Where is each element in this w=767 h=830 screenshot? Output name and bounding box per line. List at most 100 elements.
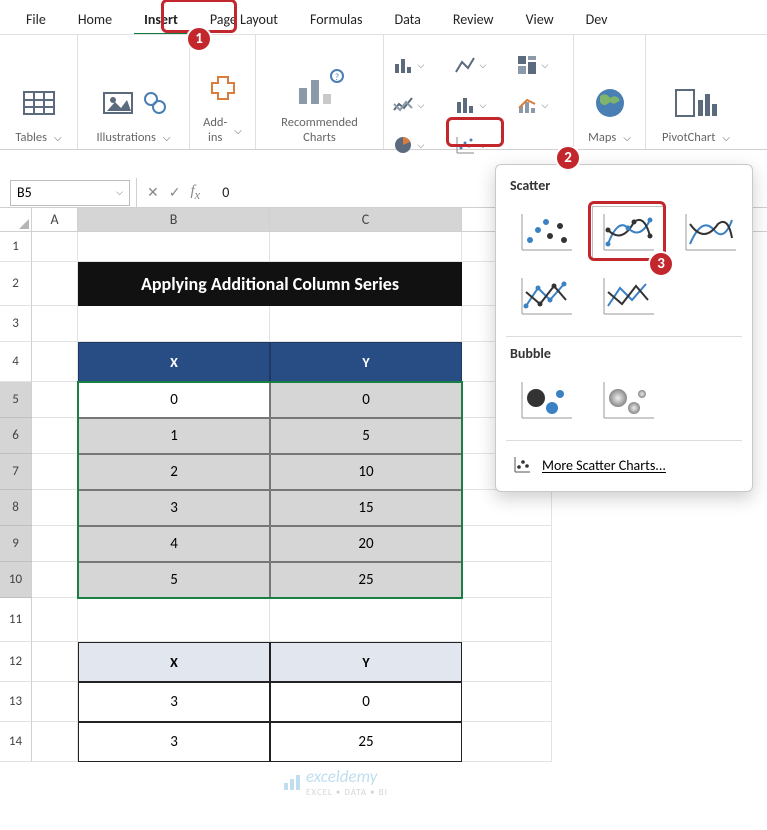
table1-cell[interactable]: 25 — [270, 562, 462, 598]
table1-cell[interactable]: 4 — [78, 526, 270, 562]
cell[interactable] — [32, 598, 78, 642]
table2-cell[interactable]: 0 — [270, 682, 462, 722]
row-header[interactable]: 10 — [0, 562, 32, 598]
bubble-option-flat[interactable] — [510, 374, 582, 428]
hierarchy-chart-button[interactable]: ⌵ — [512, 47, 570, 83]
cell[interactable] — [32, 262, 78, 306]
cell[interactable] — [462, 642, 552, 682]
cell[interactable] — [270, 232, 462, 262]
column-chart-button[interactable]: ⌵ — [388, 47, 446, 83]
more-scatter-charts[interactable]: More Scatter Charts... — [506, 449, 742, 481]
row-header[interactable]: 12 — [0, 642, 32, 682]
row-header[interactable]: 5 — [0, 382, 32, 418]
tab-data[interactable]: Data — [378, 5, 436, 34]
pivotchart-icon[interactable] — [671, 80, 721, 126]
confirm-icon[interactable]: ✓ — [169, 184, 181, 201]
cell[interactable] — [32, 562, 78, 598]
cell[interactable] — [32, 526, 78, 562]
cell[interactable] — [32, 490, 78, 526]
row-header[interactable]: 6 — [0, 418, 32, 454]
cell[interactable] — [32, 418, 78, 454]
scatter-option-markers[interactable] — [510, 206, 582, 260]
table2-header-x[interactable]: X — [78, 642, 270, 682]
cell[interactable] — [32, 232, 78, 262]
formula-value[interactable]: 0 — [210, 184, 229, 201]
cell[interactable] — [78, 306, 270, 342]
addins-icon[interactable] — [203, 65, 243, 111]
cell[interactable] — [270, 306, 462, 342]
line-chart-button[interactable]: ⌵ — [450, 47, 508, 83]
cell[interactable] — [32, 306, 78, 342]
group-label[interactable]: Maps — [588, 126, 631, 145]
tables-icon[interactable] — [19, 80, 59, 126]
row-header[interactable]: 1 — [0, 232, 32, 262]
table2-cell[interactable]: 3 — [78, 722, 270, 762]
col-header-c[interactable]: C — [270, 208, 462, 231]
cell[interactable] — [32, 642, 78, 682]
group-label[interactable]: Tables — [15, 126, 61, 145]
cell[interactable] — [78, 598, 270, 642]
tab-view[interactable]: View — [510, 5, 570, 34]
table1-cell[interactable]: 5 — [270, 418, 462, 454]
title-cell[interactable]: Applying Additional Column Series — [78, 262, 462, 306]
scatter-option-smooth-markers[interactable] — [592, 206, 664, 260]
table1-cell[interactable]: 1 — [78, 418, 270, 454]
row-header[interactable]: 9 — [0, 526, 32, 562]
table1-header-y[interactable]: Y — [270, 342, 462, 382]
table1-cell[interactable]: 10 — [270, 454, 462, 490]
table2-header-y[interactable]: Y — [270, 642, 462, 682]
cell[interactable] — [462, 682, 552, 722]
select-all-corner[interactable] — [0, 208, 32, 231]
scatter-option-straight-markers[interactable] — [510, 270, 582, 324]
table2-cell[interactable]: 3 — [78, 682, 270, 722]
stock-chart-button[interactable]: ⌵ — [388, 87, 446, 123]
row-header[interactable]: 13 — [0, 682, 32, 722]
row-header[interactable]: 14 — [0, 722, 32, 762]
table2-cell[interactable]: 25 — [270, 722, 462, 762]
cell[interactable] — [32, 682, 78, 722]
scatter-option-straight[interactable] — [592, 270, 664, 324]
scatter-chart-button[interactable]: ⌵ — [450, 127, 508, 163]
tab-developer[interactable]: Dev — [570, 5, 624, 34]
cell[interactable] — [32, 342, 78, 382]
col-header-b[interactable]: B — [78, 208, 270, 231]
bubble-option-3d[interactable] — [592, 374, 664, 428]
group-label[interactable]: Add- ins — [203, 111, 242, 145]
name-box[interactable]: B5 ⌵ — [10, 180, 130, 206]
table1-header-x[interactable]: X — [78, 342, 270, 382]
row-header[interactable]: 4 — [0, 342, 32, 382]
pictures-icon[interactable] — [98, 80, 138, 126]
tab-file[interactable]: File — [10, 5, 62, 34]
row-header[interactable]: 8 — [0, 490, 32, 526]
row-header[interactable]: 7 — [0, 454, 32, 490]
statistic-chart-button[interactable]: ⌵ — [450, 87, 508, 123]
group-label[interactable]: Recommended Charts — [281, 111, 358, 145]
cell[interactable] — [462, 562, 552, 598]
cell[interactable] — [78, 232, 270, 262]
pie-chart-button[interactable]: ⌵ — [388, 127, 446, 163]
cell[interactable] — [270, 598, 462, 642]
row-header[interactable]: 11 — [0, 598, 32, 642]
fx-icon[interactable]: fx — [190, 183, 200, 203]
table1-cell[interactable]: 2 — [78, 454, 270, 490]
col-header-a[interactable]: A — [32, 208, 78, 231]
cell[interactable] — [32, 382, 78, 418]
cancel-icon[interactable]: ✕ — [147, 184, 159, 201]
tab-home[interactable]: Home — [62, 5, 128, 34]
cell[interactable] — [462, 722, 552, 762]
combo-chart-button[interactable]: ⌵ — [512, 87, 570, 123]
table1-cell[interactable]: 5 — [78, 562, 270, 598]
group-label[interactable]: PivotChart — [662, 126, 730, 145]
cell[interactable] — [462, 598, 552, 642]
tab-formulas[interactable]: Formulas — [294, 5, 378, 34]
shapes-icon[interactable] — [140, 80, 170, 126]
table1-cell[interactable]: 3 — [78, 490, 270, 526]
table1-cell[interactable]: 0 — [78, 382, 270, 418]
row-header[interactable]: 3 — [0, 306, 32, 342]
tab-review[interactable]: Review — [437, 5, 510, 34]
group-label[interactable]: Illustrations — [97, 126, 171, 145]
maps-icon[interactable] — [590, 80, 630, 126]
table1-cell[interactable]: 0 — [270, 382, 462, 418]
table1-cell[interactable]: 20 — [270, 526, 462, 562]
recommended-charts-icon[interactable]: ? — [290, 65, 350, 111]
